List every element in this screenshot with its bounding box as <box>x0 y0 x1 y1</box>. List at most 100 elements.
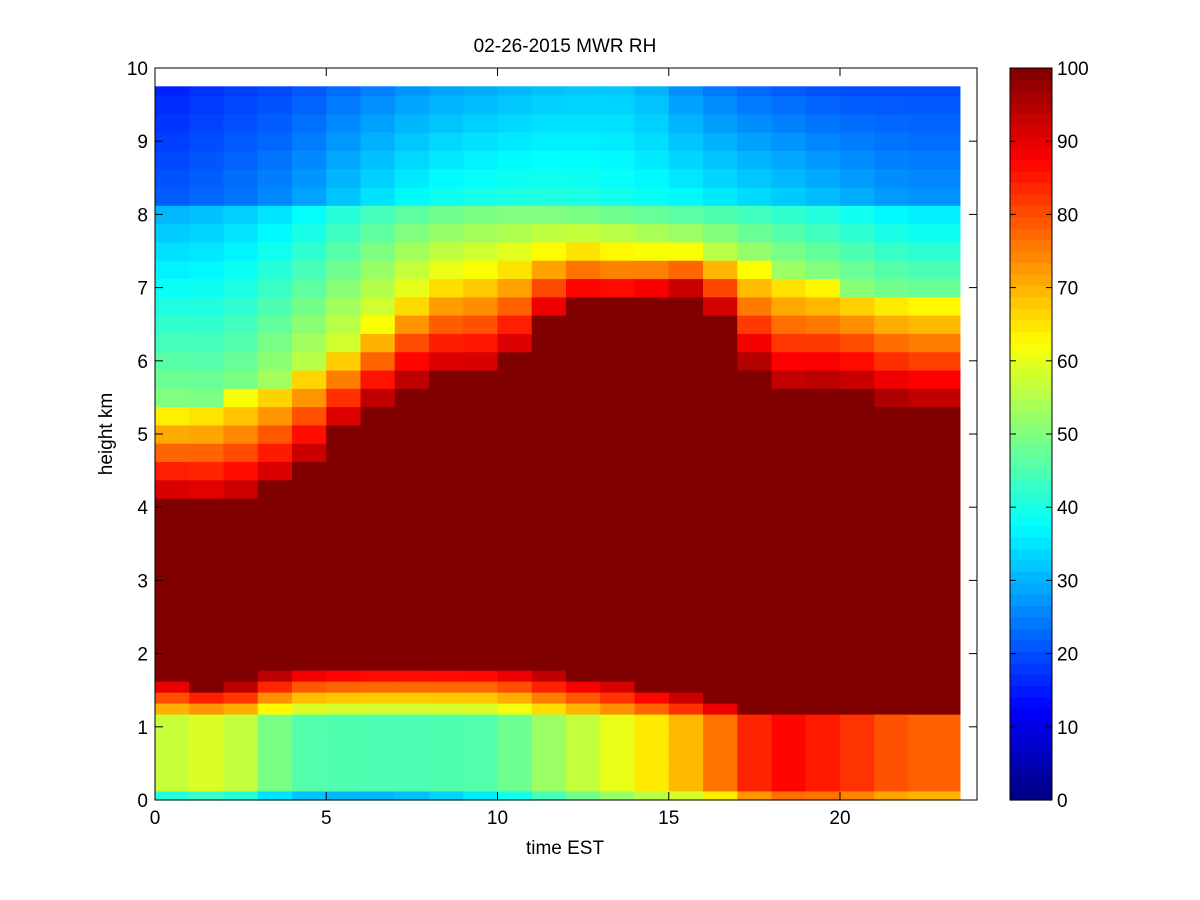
heatmap-cell <box>531 168 567 188</box>
heatmap-cell <box>223 168 259 188</box>
heatmap-cell <box>360 406 396 426</box>
x-tick-label: 0 <box>150 808 161 829</box>
heatmap-cell <box>223 562 259 600</box>
heatmap-cell <box>360 670 396 682</box>
heatmap-cell <box>360 598 396 636</box>
heatmap-cell <box>840 113 875 133</box>
heatmap-cell <box>634 735 670 748</box>
heatmap-cell <box>840 186 875 206</box>
heatmap-cell <box>429 692 464 704</box>
heatmap-cell <box>805 713 841 726</box>
heatmap-cell <box>326 659 362 671</box>
heatmap-cell <box>874 735 910 748</box>
heatmap-cell <box>737 659 773 671</box>
heatmap-cell <box>497 735 533 748</box>
colorbar-swatch <box>1010 445 1052 458</box>
heatmap-cell <box>566 223 601 243</box>
heatmap-cell <box>840 670 875 682</box>
colorbar-swatch <box>1010 468 1052 481</box>
heatmap-cell <box>566 351 601 371</box>
heatmap-cell <box>668 369 704 389</box>
colorbar-tick-label: 10 <box>1057 718 1078 739</box>
heatmap-cell <box>223 659 259 671</box>
heatmap-cell <box>874 113 910 133</box>
heatmap-cell <box>497 703 533 715</box>
heatmap-cell <box>394 351 430 371</box>
heatmap-cell <box>360 260 396 280</box>
heatmap-cell <box>840 692 875 704</box>
colorbar-swatch <box>1010 525 1052 538</box>
heatmap-cell <box>497 757 533 770</box>
heatmap-cell <box>497 113 533 133</box>
heatmap-cell <box>805 635 841 660</box>
heatmap-cell <box>189 525 225 563</box>
colorbar-swatch <box>1010 491 1052 504</box>
heatmap-cell <box>189 779 225 792</box>
heatmap-cell <box>394 562 430 600</box>
heatmap-cell <box>908 692 961 704</box>
heatmap-cell <box>566 461 601 481</box>
heatmap-cell <box>634 315 670 334</box>
heatmap-cell <box>360 205 396 225</box>
heatmap-cell <box>668 223 704 243</box>
heatmap-cell <box>189 598 225 636</box>
heatmap-cell <box>600 424 636 444</box>
colorbar-swatch <box>1010 205 1052 218</box>
heatmap-cell <box>600 86 636 97</box>
heatmap-cell <box>874 779 910 792</box>
heatmap-cell <box>840 296 875 316</box>
heatmap-cell <box>908 757 961 770</box>
heatmap-cell <box>805 768 841 781</box>
colorbar-swatch <box>1010 79 1052 92</box>
heatmap-cell <box>908 790 961 801</box>
heatmap-cell <box>840 241 875 261</box>
heatmap-cell <box>463 424 499 444</box>
heatmap-cell <box>634 713 670 726</box>
heatmap-cell <box>840 369 875 389</box>
heatmap-cell <box>874 670 910 682</box>
heatmap-cell <box>326 388 362 408</box>
heatmap-cell <box>737 746 773 759</box>
heatmap-cell <box>840 779 875 792</box>
heatmap-cell <box>600 562 636 600</box>
heatmap-cell <box>360 498 396 527</box>
heatmap-cell <box>394 598 430 636</box>
heatmap-cell <box>360 132 396 151</box>
heatmap-cell <box>600 443 636 463</box>
colorbar-swatch <box>1010 319 1052 332</box>
heatmap-cell <box>360 223 396 243</box>
heatmap-cell <box>703 768 738 781</box>
heatmap-cell <box>326 95 362 115</box>
heatmap-cell <box>668 424 704 444</box>
heatmap-cell <box>531 388 567 408</box>
colorbar-swatch <box>1010 388 1052 401</box>
heatmap-cell <box>600 779 636 792</box>
colorbar-swatch <box>1010 68 1052 81</box>
heatmap-cell <box>737 635 773 660</box>
heatmap-cell <box>531 692 567 704</box>
heatmap-cell <box>429 498 464 527</box>
heatmap-cell <box>566 779 601 792</box>
heatmap-cell <box>737 296 773 316</box>
heatmap-cell <box>155 296 190 316</box>
heatmap-cell <box>189 150 225 170</box>
heatmap-cell <box>360 186 396 206</box>
heatmap-cell <box>257 205 293 225</box>
heatmap-cell <box>703 168 738 188</box>
heatmap-cell <box>840 525 875 563</box>
heatmap-cell <box>737 681 773 693</box>
heatmap-cell <box>223 790 259 801</box>
heatmap-cell <box>840 205 875 225</box>
heatmap-cell <box>805 525 841 563</box>
heatmap-cell <box>394 670 430 682</box>
heatmap-cell <box>497 333 533 353</box>
colorbar-swatch <box>1010 399 1052 412</box>
heatmap-cell <box>257 479 293 499</box>
heatmap-cell <box>600 598 636 636</box>
heatmap-cell <box>531 406 567 426</box>
heatmap-cell <box>874 296 910 316</box>
heatmap-cell <box>326 746 362 759</box>
heatmap-cell <box>634 278 670 298</box>
heatmap-cell <box>908 562 961 600</box>
y-axis: 0 1 2 3 4 5 6 7 8 9 10 <box>127 59 977 812</box>
